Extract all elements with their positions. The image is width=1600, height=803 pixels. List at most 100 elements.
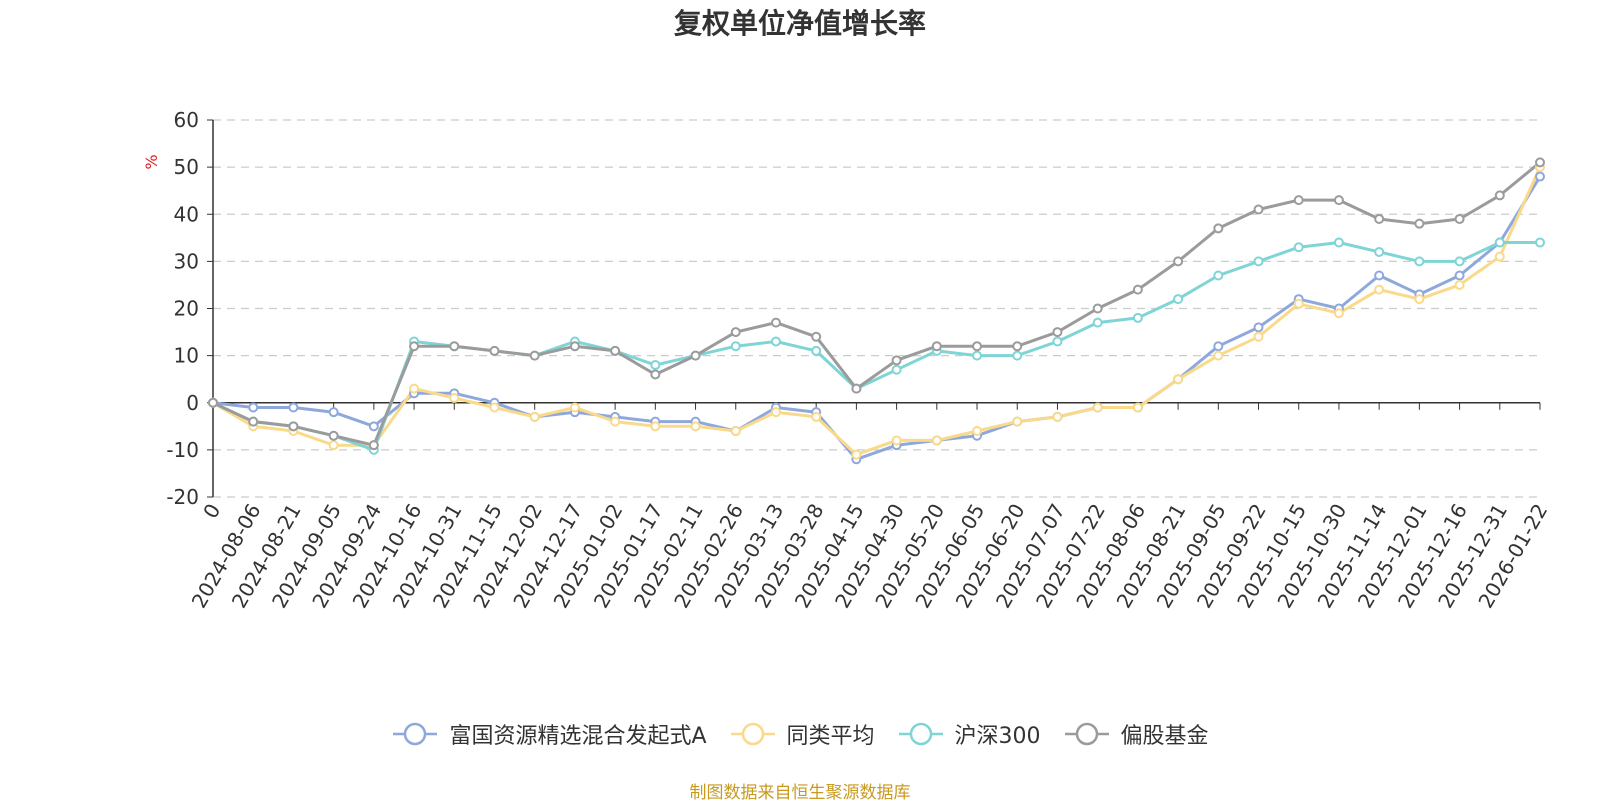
legend-item[interactable]: 偏股基金 (1063, 718, 1209, 750)
data-point (851, 383, 862, 394)
series-lines (212, 161, 1542, 461)
data-point (1253, 331, 1264, 342)
data-point (489, 402, 500, 413)
data-point (569, 402, 580, 413)
data-point (1213, 341, 1224, 352)
data-point (891, 364, 902, 375)
y-tick-label: 0 (186, 391, 199, 415)
data-point (1414, 294, 1425, 305)
legend-label: 偏股基金 (1120, 724, 1209, 749)
legend-item[interactable]: 沪深300 (897, 718, 1041, 750)
legend-marker-icon (730, 722, 775, 746)
y-tick-label: 60 (174, 108, 199, 132)
data-point (811, 331, 822, 342)
line-chart: -20-10010203040506002024-08-062024-08-21… (142, 108, 1552, 612)
data-point (328, 407, 339, 418)
data-point (1374, 284, 1385, 295)
data-point (931, 341, 942, 352)
data-point (1213, 270, 1224, 281)
data-point (1092, 402, 1103, 413)
data-point (1333, 195, 1344, 206)
legend-item[interactable]: 富国资源精选混合发起式A (391, 718, 707, 750)
data-point (1454, 270, 1465, 281)
data-point (1535, 237, 1545, 248)
y-tick-label: -20 (166, 485, 199, 509)
series-line-1 (212, 166, 1542, 457)
data-point (770, 317, 781, 328)
legend-item[interactable]: 同类平均 (729, 718, 875, 750)
data-point (1052, 336, 1063, 347)
data-point (770, 336, 781, 347)
series-markers (208, 157, 1545, 465)
legend-marker-icon (1064, 722, 1109, 746)
data-point (1132, 284, 1143, 295)
data-point (1333, 237, 1344, 248)
data-point (409, 383, 420, 394)
data-point (529, 411, 540, 422)
data-point (1494, 237, 1505, 248)
data-point (1253, 256, 1264, 267)
data-point (248, 402, 259, 413)
data-point (1173, 374, 1184, 385)
data-point (1454, 256, 1465, 267)
data-point (931, 435, 942, 446)
data-point (1535, 157, 1545, 168)
data-point (972, 350, 983, 361)
data-point (288, 421, 299, 432)
data-point (1173, 294, 1184, 305)
y-axis-unit: % (142, 154, 161, 169)
data-point (690, 350, 701, 361)
legend-label: 富国资源精选混合发起式A (449, 724, 707, 749)
data-point (529, 350, 540, 361)
data-point (1173, 256, 1184, 267)
data-point (288, 402, 299, 413)
series-line-2 (212, 241, 1540, 452)
data-point (1132, 402, 1143, 413)
data-point (1052, 411, 1063, 422)
source-note: 制图数据来自恒生聚源数据库 (689, 783, 911, 803)
series-line-0 (212, 175, 1542, 461)
data-point (489, 345, 500, 356)
x-tick-label: 0 (198, 500, 225, 523)
data-point (1494, 190, 1505, 201)
legend-label: 沪深300 (954, 724, 1041, 749)
data-point (1213, 223, 1224, 234)
legend-label: 同类平均 (786, 724, 875, 749)
data-point (1253, 322, 1264, 333)
y-tick-label: 20 (174, 297, 199, 321)
data-point (730, 327, 741, 338)
data-point (208, 397, 218, 408)
tick-labels: -20-10010203040506002024-08-062024-08-21… (166, 108, 1552, 612)
data-point (1454, 279, 1465, 290)
legend-marker-icon (898, 722, 943, 746)
y-tick-label: 10 (174, 344, 199, 368)
y-tick-label: 40 (174, 202, 199, 226)
data-point (1253, 204, 1264, 215)
data-point (1454, 213, 1465, 224)
y-tick-label: 30 (174, 249, 199, 273)
data-point (1293, 242, 1304, 253)
y-tick-label: 50 (174, 155, 199, 179)
data-point (650, 421, 661, 432)
y-tick-label: -10 (166, 438, 199, 462)
data-point (811, 411, 822, 422)
data-point (1414, 256, 1425, 267)
data-point (1092, 303, 1103, 314)
data-point (449, 393, 460, 404)
data-point (1494, 251, 1505, 262)
data-point (368, 440, 379, 451)
data-point (1052, 327, 1063, 338)
data-point (730, 426, 741, 437)
data-point (1012, 341, 1023, 352)
data-point (730, 341, 741, 352)
data-point (891, 435, 902, 446)
data-point (368, 421, 379, 432)
data-point (248, 416, 259, 427)
chart-title: 复权单位净值增长率 (673, 7, 926, 40)
data-point (1012, 416, 1023, 427)
data-point (1132, 312, 1143, 323)
data-point (1414, 218, 1425, 229)
data-point (1374, 270, 1385, 281)
data-point (328, 440, 339, 451)
legend: 富国资源精选混合发起式A 同类平均 沪深300 偏股基金 (0, 718, 1600, 750)
